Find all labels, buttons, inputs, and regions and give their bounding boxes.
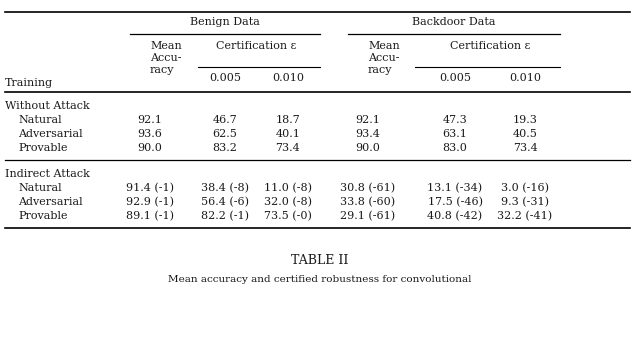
Text: 62.5: 62.5 <box>212 129 237 139</box>
Text: Indirect Attack: Indirect Attack <box>5 169 90 179</box>
Text: 0.005: 0.005 <box>439 73 471 83</box>
Text: 73.4: 73.4 <box>513 143 538 153</box>
Text: 3.0 (-16): 3.0 (-16) <box>501 183 549 193</box>
Text: Certification ε: Certification ε <box>450 41 530 51</box>
Text: Benign Data: Benign Data <box>190 17 260 27</box>
Text: 93.6: 93.6 <box>138 129 163 139</box>
Text: 56.4 (-6): 56.4 (-6) <box>201 197 249 207</box>
Text: Mean
Accu-
racy: Mean Accu- racy <box>150 42 182 75</box>
Text: Provable: Provable <box>18 211 67 221</box>
Text: Mean accuracy and certified robustness for convolutional: Mean accuracy and certified robustness f… <box>168 275 472 284</box>
Text: 40.8 (-42): 40.8 (-42) <box>428 211 483 221</box>
Text: Adversarial: Adversarial <box>18 129 83 139</box>
Text: 19.3: 19.3 <box>513 115 538 125</box>
Text: Without Attack: Without Attack <box>5 101 90 111</box>
Text: 0.005: 0.005 <box>209 73 241 83</box>
Text: Natural: Natural <box>18 115 61 125</box>
Text: Adversarial: Adversarial <box>18 197 83 207</box>
Text: 40.1: 40.1 <box>276 129 300 139</box>
Text: 40.5: 40.5 <box>513 129 538 139</box>
Text: 82.2 (-1): 82.2 (-1) <box>201 211 249 221</box>
Text: TABLE II: TABLE II <box>291 253 349 267</box>
Text: Certification ε: Certification ε <box>216 41 297 51</box>
Text: 18.7: 18.7 <box>276 115 300 125</box>
Text: 73.5 (-0): 73.5 (-0) <box>264 211 312 221</box>
Text: 90.0: 90.0 <box>356 143 380 153</box>
Text: 47.3: 47.3 <box>443 115 467 125</box>
Text: Backdoor Data: Backdoor Data <box>412 17 496 27</box>
Text: Mean
Accu-
racy: Mean Accu- racy <box>368 42 400 75</box>
Text: 13.1 (-34): 13.1 (-34) <box>428 183 483 193</box>
Text: 9.3 (-31): 9.3 (-31) <box>501 197 549 207</box>
Text: 73.4: 73.4 <box>276 143 300 153</box>
Text: 46.7: 46.7 <box>212 115 237 125</box>
Text: 93.4: 93.4 <box>356 129 380 139</box>
Text: 38.4 (-8): 38.4 (-8) <box>201 183 249 193</box>
Text: 91.4 (-1): 91.4 (-1) <box>126 183 174 193</box>
Text: 63.1: 63.1 <box>443 129 467 139</box>
Text: 0.010: 0.010 <box>272 73 304 83</box>
Text: 33.8 (-60): 33.8 (-60) <box>340 197 396 207</box>
Text: 17.5 (-46): 17.5 (-46) <box>428 197 483 207</box>
Text: 30.8 (-61): 30.8 (-61) <box>340 183 396 193</box>
Text: 0.010: 0.010 <box>509 73 541 83</box>
Text: 32.0 (-8): 32.0 (-8) <box>264 197 312 207</box>
Text: 92.9 (-1): 92.9 (-1) <box>126 197 174 207</box>
Text: Natural: Natural <box>18 183 61 193</box>
Text: 29.1 (-61): 29.1 (-61) <box>340 211 396 221</box>
Text: 83.0: 83.0 <box>443 143 467 153</box>
Text: 32.2 (-41): 32.2 (-41) <box>497 211 552 221</box>
Text: 92.1: 92.1 <box>138 115 163 125</box>
Text: 90.0: 90.0 <box>138 143 163 153</box>
Text: 11.0 (-8): 11.0 (-8) <box>264 183 312 193</box>
Text: 92.1: 92.1 <box>356 115 380 125</box>
Text: 89.1 (-1): 89.1 (-1) <box>126 211 174 221</box>
Text: 83.2: 83.2 <box>212 143 237 153</box>
Text: Provable: Provable <box>18 143 67 153</box>
Text: Training: Training <box>5 78 53 88</box>
